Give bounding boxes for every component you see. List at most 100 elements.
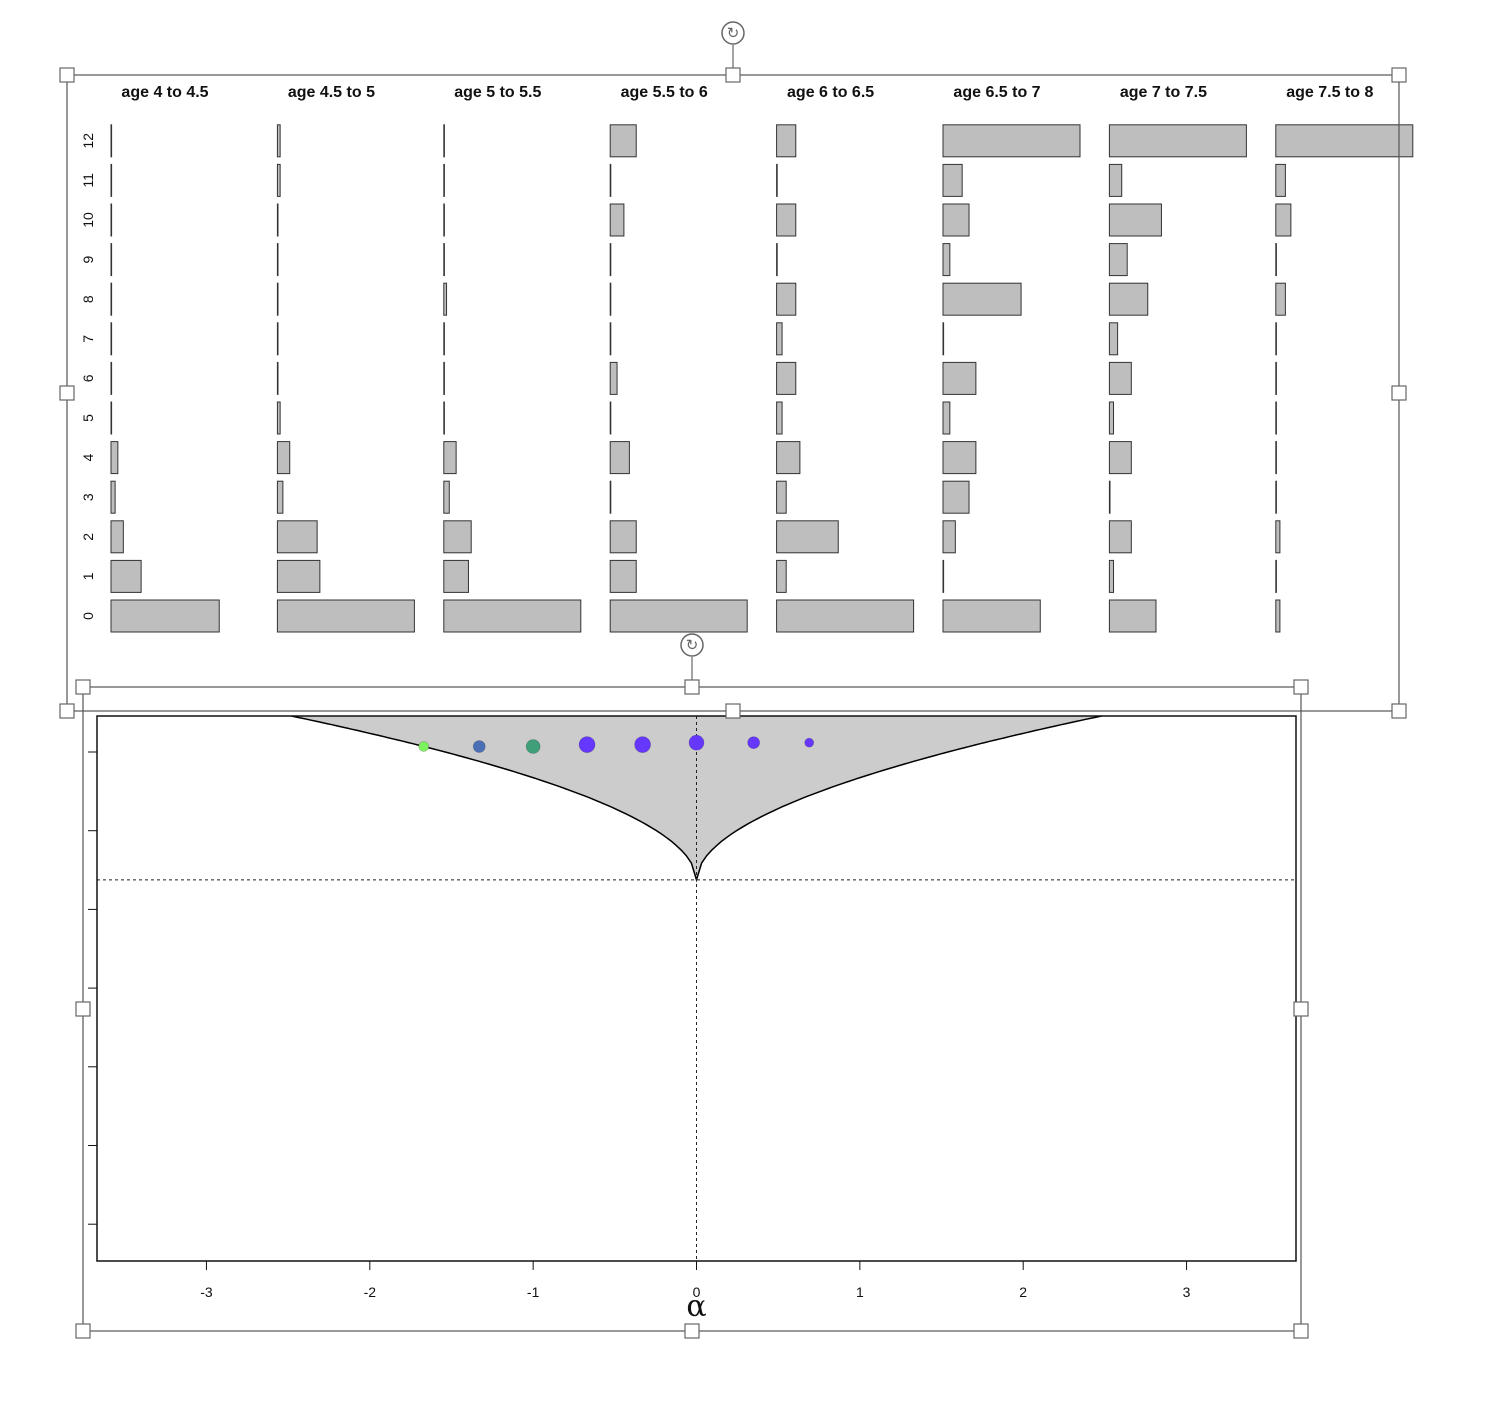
y-tick-label: 1 — [80, 572, 96, 580]
bar — [110, 361, 113, 395]
bar — [942, 480, 970, 514]
bar — [110, 520, 124, 554]
bar — [942, 282, 1022, 316]
bar — [443, 322, 445, 356]
bottom-chart-resize-handle-left[interactable] — [75, 1001, 91, 1017]
bar — [609, 282, 612, 316]
data-point — [634, 736, 651, 753]
y-tick-label: 8 — [80, 295, 96, 303]
top-chart-resize-handle-top-right[interactable] — [1391, 67, 1407, 83]
bar — [776, 282, 797, 316]
bar — [276, 401, 281, 435]
top-chart-resize-handle-left[interactable] — [59, 385, 75, 401]
bar — [1275, 203, 1292, 237]
bar — [276, 203, 279, 237]
bar — [942, 559, 945, 593]
top-chart-resize-handle-top[interactable] — [725, 67, 741, 83]
bar — [443, 441, 457, 475]
bar — [776, 163, 778, 197]
bar — [110, 559, 142, 593]
bar — [1275, 361, 1277, 395]
bottom-chart-resize-handle-top-right[interactable] — [1293, 679, 1309, 695]
bar — [1108, 361, 1132, 395]
bar — [1275, 282, 1286, 316]
top-chart-resize-handle-bottom[interactable] — [725, 703, 741, 719]
y-tick-label: 5 — [80, 414, 96, 422]
bar — [276, 441, 291, 475]
bar — [1275, 163, 1286, 197]
bar — [443, 559, 469, 593]
bar — [1275, 480, 1277, 514]
bar — [1108, 401, 1115, 435]
panel-title: age 4.5 to 5 — [288, 84, 375, 101]
bar — [1108, 163, 1123, 197]
bar — [110, 124, 113, 158]
y-tick-label: 9 — [80, 255, 96, 263]
y-tick-label: 6 — [80, 374, 96, 382]
bar — [776, 559, 787, 593]
bar — [942, 401, 951, 435]
bottom-chart-rotate-handle[interactable] — [680, 633, 704, 657]
bottom-chart-resize-handle-top-left[interactable] — [75, 679, 91, 695]
bar — [776, 361, 797, 395]
bottom-chart-resize-handle-bottom-left[interactable] — [75, 1323, 91, 1339]
bar — [942, 441, 977, 475]
bottom-chart-resize-handle-top[interactable] — [684, 679, 700, 695]
bar — [942, 520, 956, 554]
bottom-chart-resize-handle-right[interactable] — [1293, 1001, 1309, 1017]
y-tick-label: 7 — [80, 335, 96, 343]
y-tick-label: 11 — [80, 173, 96, 188]
bar — [110, 599, 220, 633]
top-chart-rotate-handle[interactable] — [721, 21, 745, 45]
top-chart-resize-handle-right[interactable] — [1391, 385, 1407, 401]
bar — [609, 520, 637, 554]
panel-title: age 6 to 6.5 — [787, 84, 874, 101]
bar — [942, 243, 951, 277]
panel-title: age 6.5 to 7 — [953, 84, 1040, 101]
bar — [776, 520, 839, 554]
bar — [276, 163, 281, 197]
bar — [609, 401, 612, 435]
panel-title: age 5 to 5.5 — [454, 84, 541, 101]
bar — [110, 203, 113, 237]
bar — [609, 361, 618, 395]
bar — [1108, 124, 1247, 158]
bar — [276, 243, 279, 277]
panel-title: age 4 to 4.5 — [121, 84, 208, 101]
top-chart-resize-handle-top-left[interactable] — [59, 67, 75, 83]
data-point — [688, 734, 705, 751]
bar — [1275, 401, 1277, 435]
x-tick-label: 2 — [1019, 1284, 1027, 1300]
bar — [776, 203, 797, 237]
top-chart-resize-handle-bottom-left[interactable] — [59, 703, 75, 719]
y-tick-label: 4 — [80, 453, 96, 461]
bottom-chart-resize-handle-bottom[interactable] — [684, 1323, 700, 1339]
bar — [776, 243, 778, 277]
bar — [942, 124, 1081, 158]
bar — [276, 480, 284, 514]
data-point — [804, 737, 815, 748]
data-point — [578, 736, 596, 753]
bar — [776, 480, 787, 514]
bar — [1108, 282, 1149, 316]
bar — [276, 124, 281, 158]
bar — [1275, 441, 1277, 475]
bar — [110, 243, 113, 277]
x-tick-label: -1 — [527, 1284, 540, 1300]
bar — [443, 520, 472, 554]
bar — [1108, 520, 1132, 554]
bar — [609, 480, 612, 514]
bar — [609, 243, 612, 277]
bar — [609, 163, 612, 197]
bar — [609, 203, 625, 237]
top-chart-resize-handle-bottom-right[interactable] — [1391, 703, 1407, 719]
bar — [942, 322, 945, 356]
bar — [110, 441, 119, 475]
bar — [942, 203, 970, 237]
bar — [776, 599, 915, 633]
bottom-chart-resize-handle-bottom-right[interactable] — [1293, 1323, 1309, 1339]
panel-title: age 7.5 to 8 — [1286, 84, 1373, 101]
bar — [609, 124, 637, 158]
y-tick-label: 12 — [80, 133, 96, 149]
bar — [776, 401, 783, 435]
